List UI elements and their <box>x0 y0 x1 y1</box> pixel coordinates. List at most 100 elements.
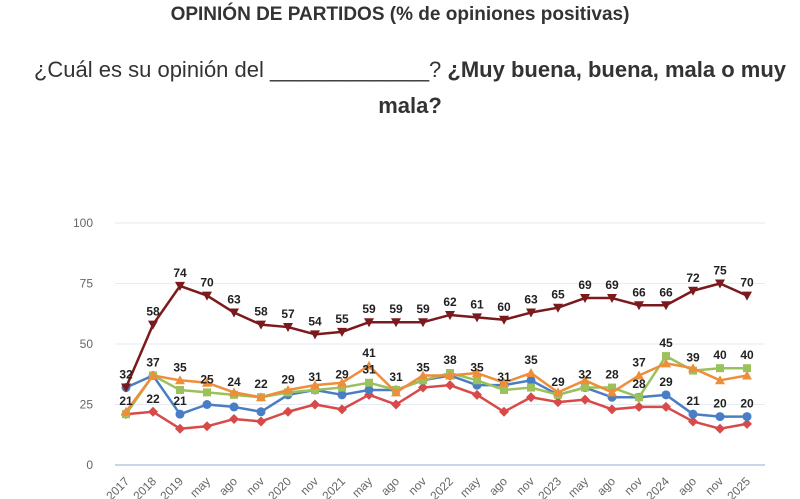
data-label: 40 <box>713 348 727 362</box>
data-label: 32 <box>578 368 592 382</box>
data-point <box>580 294 590 304</box>
data-label: 28 <box>632 377 646 391</box>
data-point <box>662 352 670 361</box>
data-label: 25 <box>200 372 214 386</box>
data-point <box>499 377 509 387</box>
data-point <box>202 377 212 387</box>
data-point <box>526 392 536 403</box>
data-point <box>121 383 131 393</box>
data-point <box>742 418 752 429</box>
data-point <box>229 402 239 412</box>
data-label: 31 <box>389 370 403 384</box>
series-line <box>124 362 748 413</box>
data-label: 59 <box>389 302 403 316</box>
data-point <box>256 392 266 402</box>
data-label: 63 <box>227 293 241 307</box>
data-point <box>553 397 563 408</box>
x-tick-label: ago <box>486 474 510 498</box>
data-point <box>337 390 347 400</box>
x-tick-label: ago <box>216 474 240 498</box>
x-tick-label: nov <box>622 474 646 498</box>
data-label: 69 <box>578 278 592 292</box>
data-point <box>148 370 158 380</box>
x-tick-label: ago <box>675 474 699 498</box>
data-point <box>364 360 374 370</box>
x-tick-label: 2020 <box>265 474 294 499</box>
data-label: 69 <box>605 278 619 292</box>
data-point <box>553 303 563 313</box>
x-tick-label: 2017 <box>103 474 132 499</box>
data-point <box>688 409 698 419</box>
data-point <box>337 377 347 387</box>
data-point <box>202 421 212 432</box>
data-label: 32 <box>119 368 133 382</box>
data-label: 35 <box>470 360 484 374</box>
data-point <box>581 383 589 392</box>
data-point <box>202 400 212 409</box>
data-point <box>499 315 509 325</box>
data-point <box>553 387 563 397</box>
series-line <box>125 383 748 430</box>
data-label: 70 <box>200 276 214 290</box>
data-point <box>500 385 508 394</box>
data-point <box>688 416 698 427</box>
data-point <box>364 318 374 328</box>
data-point <box>472 389 482 400</box>
data-point <box>445 380 455 391</box>
data-point <box>121 406 131 416</box>
data-label: 21 <box>119 394 133 408</box>
data-point <box>688 286 698 296</box>
data-point <box>418 370 428 380</box>
data-point <box>742 370 752 380</box>
data-point <box>661 401 671 412</box>
data-label: 31 <box>308 370 322 384</box>
x-tick-label: may <box>457 474 483 499</box>
data-label: 20 <box>713 397 727 411</box>
y-tick-label: 25 <box>80 398 94 412</box>
data-label: 66 <box>632 285 646 299</box>
data-point <box>715 279 725 289</box>
data-label: 55 <box>335 312 349 326</box>
data-point <box>607 294 617 304</box>
data-label: 21 <box>686 394 700 408</box>
data-label: 31 <box>497 370 511 384</box>
data-label: 35 <box>173 360 187 374</box>
data-point <box>743 364 751 373</box>
x-tick-label: nov <box>298 474 322 498</box>
data-point <box>634 370 644 380</box>
y-tick-label: 50 <box>80 337 94 351</box>
data-label: 31 <box>362 363 376 377</box>
data-label: 70 <box>740 276 754 290</box>
data-point <box>661 301 671 311</box>
x-tick-label: nov <box>514 474 538 498</box>
data-label: 54 <box>308 314 322 328</box>
data-point <box>716 364 724 373</box>
data-point <box>635 393 643 402</box>
x-tick-label: may <box>187 474 213 499</box>
data-point <box>311 385 319 394</box>
data-point <box>283 384 293 394</box>
chart-title: OPINIÓN DE PARTIDOS (% de opiniones posi… <box>170 4 630 25</box>
data-point <box>715 412 725 422</box>
x-tick-label: 2018 <box>130 474 159 499</box>
data-label: 40 <box>740 348 754 362</box>
data-point <box>607 404 617 415</box>
data-point <box>391 387 401 397</box>
data-label: 39 <box>686 351 700 365</box>
data-point <box>715 375 725 385</box>
x-tick-label: nov <box>406 474 430 498</box>
data-point <box>472 313 482 323</box>
data-label: 22 <box>146 392 160 406</box>
data-point <box>229 387 239 397</box>
data-label: 75 <box>713 264 727 278</box>
data-label: 38 <box>443 353 457 367</box>
data-point <box>229 308 239 318</box>
data-point <box>202 291 212 301</box>
data-point <box>418 318 428 328</box>
data-label: 61 <box>470 297 484 311</box>
data-point <box>148 406 158 417</box>
x-tick-label: 2019 <box>157 474 186 499</box>
data-point <box>445 370 455 380</box>
data-label: 58 <box>254 305 268 319</box>
